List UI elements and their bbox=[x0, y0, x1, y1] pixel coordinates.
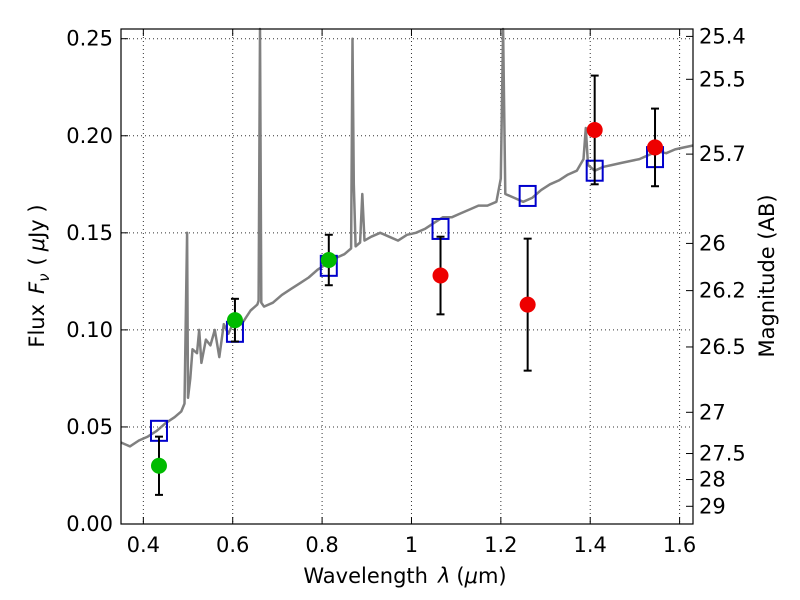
x-tick-label: 1.2 bbox=[484, 533, 517, 557]
detection-point bbox=[150, 457, 167, 474]
y-axis-title-unit-rest: Jy ) bbox=[25, 204, 49, 240]
x-tick-label: 1 bbox=[405, 533, 418, 557]
y-axis-title-unit-mu: μ bbox=[25, 238, 49, 252]
x-axis-title-unit-mu: μ bbox=[464, 564, 478, 588]
x-axis-title-unit-open: ( bbox=[456, 564, 464, 588]
mag-tick-label: 26.2 bbox=[699, 279, 746, 303]
mag-tick-label: 28 bbox=[699, 468, 726, 492]
mag-tick-label: 27 bbox=[699, 400, 726, 424]
x-axis-title-symbol: λ bbox=[437, 564, 450, 588]
mag-tick-label: 27.5 bbox=[699, 442, 746, 466]
x-axis-title-prefix: Wavelength bbox=[303, 564, 428, 588]
y2-axis-title: Magnitude (AB) bbox=[755, 194, 779, 357]
mag-tick-label: 29 bbox=[699, 494, 726, 518]
y-axis-title: Flux Fν ( μJy ) bbox=[25, 204, 53, 347]
tick-layer: 0.4 0.6 0.8 1 1.2 1.4 1.6 0.00 0.05 0.10 0.15 0.20 0… bbox=[66, 24, 746, 557]
grid-layer bbox=[121, 29, 693, 525]
y-tick-label: 0.00 bbox=[66, 512, 113, 536]
y-tick-label: 0.05 bbox=[66, 415, 113, 439]
y-tick-label: 0.20 bbox=[66, 124, 113, 148]
detection-point bbox=[320, 252, 337, 268]
x-tick-label: 0.4 bbox=[127, 533, 160, 557]
detection-point bbox=[586, 121, 603, 138]
x-tick-label: 0.8 bbox=[305, 533, 338, 557]
y-axis-title-unit-open: ( bbox=[25, 257, 49, 265]
y-tick-label: 0.25 bbox=[66, 27, 113, 51]
plot-frame bbox=[120, 28, 694, 525]
y-tick-label: 0.10 bbox=[66, 318, 113, 342]
model-photometry-square bbox=[518, 184, 537, 207]
x-tick-label: 1.4 bbox=[574, 533, 607, 557]
model-spectrum-line bbox=[120, 27, 694, 448]
mag-tick-label: 26 bbox=[699, 231, 726, 255]
mag-tick-label: 25.5 bbox=[699, 67, 746, 91]
spectrum-layer bbox=[120, 27, 694, 448]
detection-point bbox=[647, 139, 664, 156]
x-tick-label: 1.6 bbox=[663, 533, 696, 557]
detection-point bbox=[519, 296, 536, 313]
detection-point bbox=[226, 312, 243, 329]
y-axis-title-symbol-sub: ν bbox=[35, 273, 53, 281]
x-tick-label: 0.6 bbox=[216, 533, 249, 557]
y-axis-title-prefix: Flux bbox=[25, 304, 49, 348]
mag-tick-label: 26.5 bbox=[699, 335, 746, 359]
x-axis-title: Wavelength λ (μm) bbox=[303, 564, 506, 588]
mag-tick-label: 25.7 bbox=[699, 142, 746, 166]
y-tick-label: 0.15 bbox=[66, 221, 113, 245]
mag-tick-label: 25.4 bbox=[699, 24, 746, 48]
marker-layer bbox=[149, 74, 665, 496]
x-axis-title-unit-rest: m) bbox=[478, 564, 507, 588]
y-axis-title-symbol: F bbox=[25, 281, 49, 294]
detection-point bbox=[432, 267, 449, 284]
